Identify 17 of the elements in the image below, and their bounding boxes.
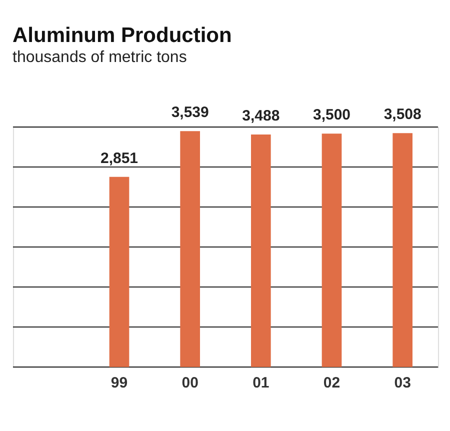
data-label: 3,500 <box>312 106 351 124</box>
chart-subtitle: thousands of metric tons <box>12 49 187 66</box>
x-tick-label: 01 <box>252 374 270 392</box>
bar <box>251 134 271 367</box>
x-tick-label: 03 <box>394 374 411 392</box>
bar <box>392 133 412 367</box>
data-label: 3,508 <box>384 106 422 124</box>
chart-title: Aluminum Production <box>12 24 232 48</box>
x-tick-label: 02 <box>323 374 340 392</box>
bar <box>322 134 342 367</box>
data-label: 3,488 <box>242 107 280 124</box>
data-label: 3,539 <box>171 104 209 122</box>
bar <box>180 131 200 367</box>
bar <box>109 176 130 367</box>
data-label: 2,851 <box>100 150 138 167</box>
x-tick-label: 99 <box>110 374 128 392</box>
x-tick-label: 00 <box>182 374 198 392</box>
